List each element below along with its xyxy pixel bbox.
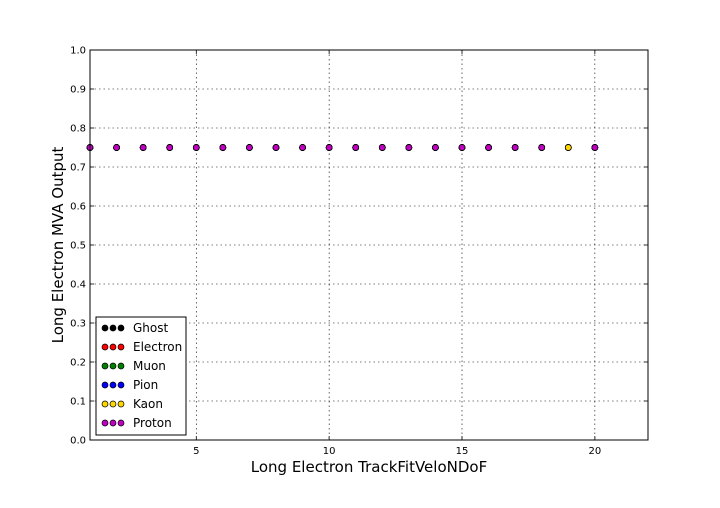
data-point-proton — [352, 144, 360, 151]
legend-marker-kaon — [117, 400, 125, 408]
legend-marker-pion — [117, 381, 125, 389]
legend-marker-electron — [101, 343, 109, 351]
legend-marker-proton — [117, 419, 125, 427]
y-tick-label: 0.7 — [70, 163, 86, 174]
y-tick-label: 0.1 — [70, 397, 86, 408]
data-point-proton — [299, 144, 306, 151]
legend: Ghost Electron Muon Pion Kaon Proton — [95, 316, 187, 436]
y-tick-label: 0.9 — [70, 85, 86, 96]
x-tick-label: 20 — [588, 446, 601, 457]
y-tick-label: 1.0 — [70, 46, 86, 57]
y-tick-label: 0.6 — [70, 202, 86, 213]
y-tick-label: 0.3 — [70, 319, 86, 330]
legend-marker-electron — [109, 343, 117, 351]
legend-marker-ghost — [109, 324, 117, 332]
y-tick-label: 0.2 — [70, 358, 86, 369]
legend-marker-muon — [109, 362, 117, 370]
legend-marker-muon — [101, 362, 109, 370]
data-point-proton — [192, 144, 200, 151]
data-point-proton — [325, 144, 333, 151]
x-tick-label: 15 — [456, 446, 469, 457]
data-point-proton — [219, 144, 227, 151]
data-point-proton — [113, 144, 120, 151]
data-point-proton — [538, 144, 546, 151]
data-point-proton — [272, 144, 280, 151]
legend-marker-electron — [117, 343, 125, 351]
legend-label-ghost: Ghost — [133, 321, 168, 335]
legend-label-proton: Proton — [133, 416, 172, 430]
legend-marker-pion — [109, 381, 117, 389]
data-point-proton — [432, 144, 439, 151]
legend-marker-pion — [101, 381, 109, 389]
data-point-proton — [166, 144, 174, 151]
data-point-proton — [405, 144, 413, 151]
legend-marker-proton — [101, 419, 109, 427]
y-axis-label: Long Electron MVA Output — [49, 147, 67, 344]
legend-marker-muon — [117, 362, 125, 370]
y-tick-label: 0.0 — [70, 436, 86, 447]
axis-ticks: 5 10 15 20 0.0 0.1 0.2 0.3 0.4 0.5 0.6 0.7 0.8 0.9 1.0 — [70, 46, 648, 457]
legend-label-kaon: Kaon — [133, 397, 163, 411]
legend-marker-ghost — [101, 324, 109, 332]
x-tick-label: 10 — [323, 446, 336, 457]
legend-marker-ghost — [117, 324, 125, 332]
y-tick-label: 0.8 — [70, 124, 86, 135]
data-point-proton — [458, 144, 466, 151]
data-point-kaon — [564, 144, 572, 151]
data-point-proton — [591, 144, 599, 151]
y-tick-label: 0.5 — [70, 241, 86, 252]
legend-marker-kaon — [109, 400, 117, 408]
legend-label-pion: Pion — [133, 378, 158, 392]
legend-marker-proton — [109, 419, 117, 427]
x-tick-label: 5 — [193, 446, 199, 457]
data-point-proton — [246, 144, 253, 151]
legend-label-muon: Muon — [133, 359, 166, 373]
y-tick-label: 0.4 — [70, 280, 86, 291]
legend-label-electron: Electron — [133, 340, 182, 354]
data-point-proton — [485, 144, 492, 151]
legend-marker-kaon — [101, 400, 109, 408]
legend-box — [95, 316, 187, 436]
data-point-proton — [139, 144, 147, 151]
data-point-proton — [378, 144, 386, 151]
x-axis-label: Long Electron TrackFitVeloNDoF — [251, 458, 487, 476]
data-point-proton — [511, 144, 519, 151]
